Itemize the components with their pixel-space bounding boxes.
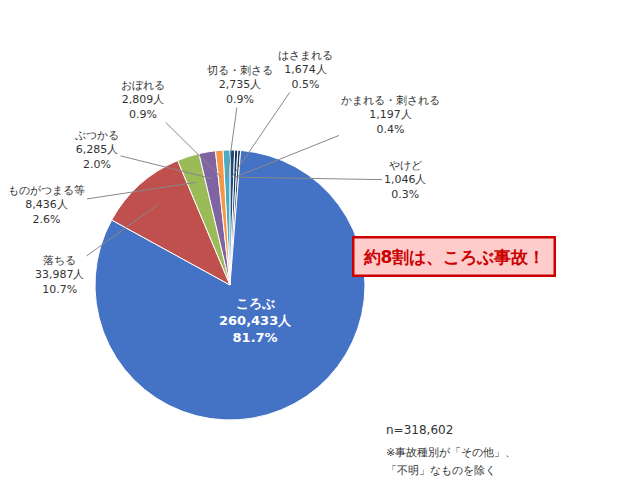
svg-text:※事故種別が「その他」、: ※事故種別が「その他」、 [386, 446, 516, 459]
svg-text:「不明」なものを除く: 「不明」なものを除く [386, 464, 496, 477]
svg-text:おぼれる2,809人0.9%: おぼれる2,809人0.9% [121, 79, 165, 121]
svg-text:かまれる・刺される1,197人0.4%: かまれる・刺される1,197人0.4% [341, 94, 440, 136]
svg-text:落ちる33,987人10.7%: 落ちる33,987人10.7% [35, 254, 85, 296]
svg-text:はさまれる1,674人0.5%: はさまれる1,674人0.5% [278, 49, 333, 91]
svg-text:n=318,602: n=318,602 [386, 423, 453, 437]
svg-text:ぶつかる6,285人2.0%: ぶつかる6,285人2.0% [75, 129, 119, 171]
svg-text:切る・刺さる2,735人0.9%: 切る・刺さる2,735人0.9% [207, 64, 273, 106]
svg-text:ころぶ260,433人81.7%: ころぶ260,433人81.7% [219, 296, 292, 345]
svg-text:やけど1,046人0.3%: やけど1,046人0.3% [384, 159, 427, 201]
svg-text:約8割は、ころぶ事故！: 約8割は、ころぶ事故！ [363, 247, 546, 267]
svg-text:ものがつまる等8,436人2.6%: ものがつまる等8,436人2.6% [8, 184, 85, 226]
